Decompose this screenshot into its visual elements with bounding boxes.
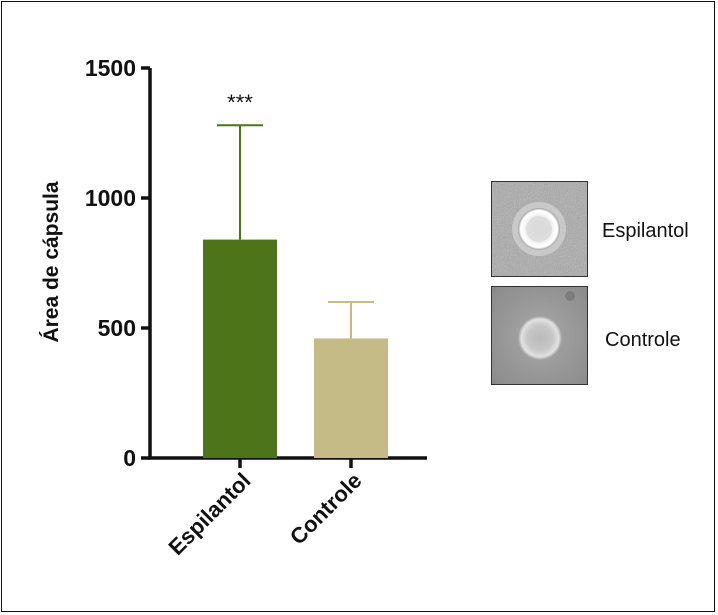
y-tick-label: 1500 — [85, 55, 136, 81]
controle-capsule-image — [491, 286, 588, 385]
x-tick-label: Espilantol — [164, 468, 256, 560]
bar-espilantol — [203, 239, 277, 458]
x-tick-label: Controle — [285, 468, 367, 550]
capsule-smooth-picture — [492, 287, 587, 384]
controle-image-label: Controle — [605, 329, 681, 351]
y-axis-label: Área de cápsula — [40, 181, 63, 342]
espilantol-capsule-image — [491, 181, 588, 277]
bar-controle — [314, 338, 388, 458]
y-tick-label: 500 — [98, 315, 136, 341]
espilantol-image-label: Espilantol — [602, 220, 689, 242]
chart-bars: *** — [203, 90, 388, 458]
y-tick-label: 0 — [123, 445, 136, 471]
capsule-granular-picture — [492, 182, 587, 276]
y-tick-label: 1000 — [85, 185, 136, 211]
significance-label: *** — [227, 90, 253, 115]
